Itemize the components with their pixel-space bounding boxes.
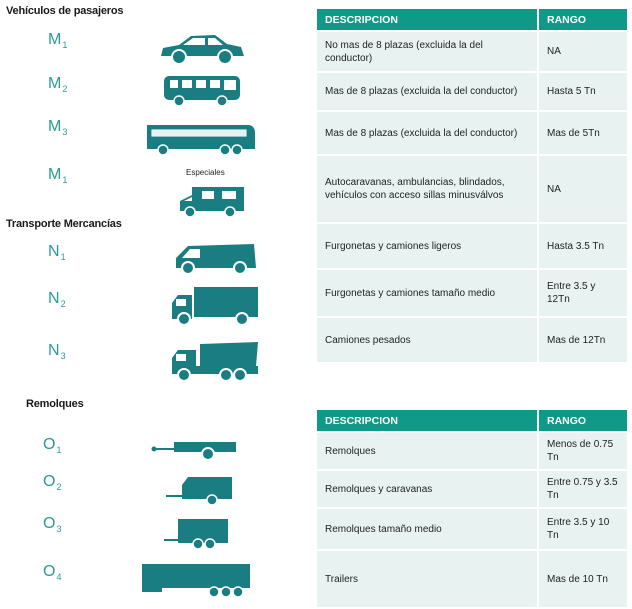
cell-desc: Autocaravanas, ambulancias, blindados, v… (315, 154, 539, 224)
caravan-trailer-icon (164, 473, 236, 507)
box-truck-icon (170, 285, 260, 327)
section-title-mercancias: Transporte Mercancías (6, 218, 122, 230)
medium-trailer-icon (162, 517, 232, 551)
section-title-remolques: Remolques (26, 398, 84, 410)
code-n1: N1 (48, 243, 66, 262)
small-trailer-icon (150, 436, 242, 464)
motorhome-icon (178, 183, 248, 219)
table-header-row: DESCRIPCION RANGO (315, 408, 629, 433)
table-row: Furgonetas y camiones ligeros Hasta 3.5 … (315, 222, 629, 270)
cell-rango: Menos de 0.75 Tn (537, 431, 629, 471)
cell-rango: Hasta 3.5 Tn (537, 222, 629, 270)
header-descripcion: DESCRIPCION (315, 408, 539, 433)
code-o3: O3 (43, 515, 62, 534)
table-row: Mas de 8 plazas (excluida la del conduct… (315, 110, 629, 156)
table-row: Trailers Mas de 10 Tn (315, 549, 629, 609)
code-m1-especiales: M1 (48, 166, 68, 185)
code-o2: O2 (43, 473, 62, 492)
cell-rango: Mas de 10 Tn (537, 549, 629, 609)
code-o4: O4 (43, 563, 62, 582)
table-row: No mas de 8 plazas (excluida la del cond… (315, 30, 629, 73)
header-descripcion: DESCRIPCION (315, 7, 539, 32)
cell-desc: Camiones pesados (315, 316, 539, 364)
code-o1: O1 (43, 436, 62, 455)
header-rango: RANGO (537, 7, 629, 32)
semi-trailer-icon (140, 562, 254, 600)
code-n2: N2 (48, 290, 66, 309)
table-row: Mas de 8 plazas (excluida la del conduct… (315, 71, 629, 112)
cell-rango: NA (537, 30, 629, 73)
cell-rango: Entre 3.5 y 10 Tn (537, 507, 629, 551)
cell-rango: Hasta 5 Tn (537, 71, 629, 112)
table-remolques: DESCRIPCION RANGO Remolques Menos de 0.7… (315, 408, 629, 609)
cell-desc: Mas de 8 plazas (excluida la del conduct… (315, 71, 539, 112)
dump-truck-icon (170, 340, 260, 384)
especiales-label: Especiales (186, 168, 225, 177)
cell-desc: Furgonetas y camiones tamaño medio (315, 268, 539, 318)
minibus-icon (162, 74, 242, 108)
bus-icon (145, 121, 257, 157)
cell-desc: Trailers (315, 549, 539, 609)
table-header-row: DESCRIPCION RANGO (315, 7, 629, 32)
cell-rango: Mas de 5Tn (537, 110, 629, 156)
cell-desc: Remolques y caravanas (315, 469, 539, 509)
table-row: Remolques Menos de 0.75 Tn (315, 431, 629, 471)
table-row: Furgonetas y camiones tamaño medio Entre… (315, 268, 629, 318)
table-row: Camiones pesados Mas de 12Tn (315, 316, 629, 364)
cell-desc: Remolques tamaño medio (315, 507, 539, 551)
cell-desc: Mas de 8 plazas (excluida la del conduct… (315, 110, 539, 156)
header-rango: RANGO (537, 408, 629, 433)
code-m1: M1 (48, 31, 68, 50)
cell-desc: Remolques (315, 431, 539, 471)
cell-desc: No mas de 8 plazas (excluida la del cond… (315, 30, 539, 73)
code-m2: M2 (48, 75, 68, 94)
cell-rango: NA (537, 154, 629, 224)
table-row: Remolques tamaño medio Entre 3.5 y 10 Tn (315, 507, 629, 551)
code-n3: N3 (48, 342, 66, 361)
van-icon (172, 238, 258, 276)
table-row: Remolques y caravanas Entre 0.75 y 3.5 T… (315, 469, 629, 509)
code-m3: M3 (48, 118, 68, 137)
section-title-pasajeros: Vehículos de pasajeros (6, 5, 124, 17)
car-icon (157, 30, 247, 68)
table-row: Autocaravanas, ambulancias, blindados, v… (315, 154, 629, 224)
cell-rango: Mas de 12Tn (537, 316, 629, 364)
cell-rango: Entre 0.75 y 3.5 Tn (537, 469, 629, 509)
table-vehicles: DESCRIPCION RANGO No mas de 8 plazas (ex… (315, 7, 629, 364)
cell-desc: Furgonetas y camiones ligeros (315, 222, 539, 270)
cell-rango: Entre 3.5 y 12Tn (537, 268, 629, 318)
